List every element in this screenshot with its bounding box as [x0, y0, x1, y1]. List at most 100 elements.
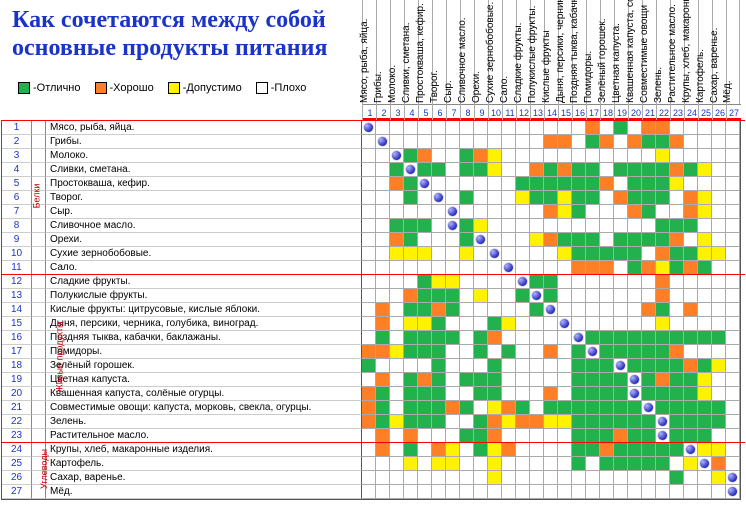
matrix-cell	[376, 331, 390, 345]
matrix-cell	[628, 219, 642, 233]
matrix-cell	[544, 331, 558, 345]
matrix-cell	[712, 485, 726, 499]
matrix-cell	[684, 121, 698, 135]
matrix-cell	[572, 219, 586, 233]
matrix-cell	[516, 471, 530, 485]
matrix-cell	[390, 275, 404, 289]
matrix-cell	[502, 373, 516, 387]
col-label: Орехи.	[471, 71, 482, 103]
matrix-cell	[516, 359, 530, 373]
table-row: 4Сливки, сметана.	[2, 163, 740, 177]
matrix-cell	[656, 303, 670, 317]
matrix-cell	[572, 443, 586, 457]
matrix-cell	[362, 387, 376, 401]
matrix-cell	[432, 415, 446, 429]
matrix-cell	[362, 401, 376, 415]
row-label: Сладкие фрукты.	[46, 275, 362, 289]
matrix-cell	[558, 457, 572, 471]
matrix-cell	[600, 191, 614, 205]
matrix-cell	[586, 233, 600, 247]
matrix-cell	[684, 471, 698, 485]
row-number: 15	[2, 317, 32, 331]
matrix-cell	[362, 289, 376, 303]
matrix-cell	[474, 331, 488, 345]
legend-item: -Отлично	[18, 82, 81, 94]
matrix-cell	[586, 331, 600, 345]
matrix-cell	[376, 177, 390, 191]
matrix-cell	[362, 261, 376, 275]
row-category-gutter	[32, 331, 46, 345]
matrix-cell	[404, 331, 418, 345]
row-category-gutter	[32, 149, 46, 163]
matrix-cell	[670, 247, 684, 261]
table-row: 14Кислые фрукты: цитрусовые, кислые ябло…	[2, 303, 740, 317]
matrix-cell	[376, 275, 390, 289]
matrix-cell	[684, 457, 698, 471]
matrix-cell	[502, 429, 516, 443]
matrix-cell	[684, 233, 698, 247]
matrix-cell	[488, 345, 502, 359]
matrix-cell	[600, 373, 614, 387]
matrix-cell	[362, 191, 376, 205]
row-category-gutter	[32, 429, 46, 443]
matrix-cell	[698, 429, 712, 443]
matrix-cell	[628, 303, 642, 317]
matrix-cell	[488, 415, 502, 429]
legend-swatch	[168, 82, 180, 94]
matrix-cell	[418, 205, 432, 219]
matrix-cell	[642, 135, 656, 149]
matrix-cell	[376, 373, 390, 387]
matrix-cell	[488, 331, 502, 345]
matrix-cell	[460, 191, 474, 205]
matrix-cell	[404, 205, 418, 219]
matrix-cell	[558, 149, 572, 163]
title-line-1: Как сочетаются между собой	[12, 6, 327, 34]
matrix-cell	[726, 303, 740, 317]
matrix-cell	[712, 443, 726, 457]
matrix-cell	[670, 121, 684, 135]
matrix-cell	[642, 163, 656, 177]
table-row: 26Сахар, варенье.	[2, 471, 740, 485]
matrix-cell	[656, 401, 670, 415]
matrix-cell	[614, 457, 628, 471]
matrix-cell	[404, 415, 418, 429]
matrix-cell	[614, 149, 628, 163]
matrix-cell	[628, 121, 642, 135]
matrix-cell	[726, 247, 740, 261]
matrix-cell	[446, 303, 460, 317]
matrix-cell	[628, 149, 642, 163]
matrix-cell	[614, 471, 628, 485]
col-number: 5	[419, 104, 433, 120]
matrix-cell	[586, 205, 600, 219]
matrix-cell	[460, 457, 474, 471]
row-label: Квашенная капуста, солёные огурцы.	[46, 387, 362, 401]
matrix-cell	[656, 261, 670, 275]
matrix-cell	[600, 275, 614, 289]
matrix-cell	[698, 443, 712, 457]
matrix-cell	[642, 303, 656, 317]
matrix-cell	[474, 247, 488, 261]
matrix-cell	[530, 135, 544, 149]
row-category-gutter	[32, 219, 46, 233]
col-label: Сахар, варенье.	[709, 28, 720, 103]
matrix-cell	[474, 121, 488, 135]
matrix-cell	[712, 429, 726, 443]
matrix-cell	[558, 429, 572, 443]
matrix-cell	[586, 275, 600, 289]
matrix-cell	[726, 233, 740, 247]
matrix-cell	[712, 205, 726, 219]
matrix-cell	[418, 401, 432, 415]
matrix-cell	[460, 163, 474, 177]
matrix-cell	[642, 233, 656, 247]
matrix-cell	[376, 317, 390, 331]
matrix-cell	[362, 485, 376, 499]
matrix-cell	[684, 261, 698, 275]
matrix-cell	[502, 471, 516, 485]
matrix-cell	[362, 359, 376, 373]
matrix-cell	[558, 275, 572, 289]
matrix-cell	[670, 275, 684, 289]
table-row: 24Крупы, хлеб, макаронные изделия.	[2, 443, 740, 457]
matrix-cell	[726, 135, 740, 149]
matrix-cell	[698, 317, 712, 331]
table-row: 19Цветная капуста.	[2, 373, 740, 387]
